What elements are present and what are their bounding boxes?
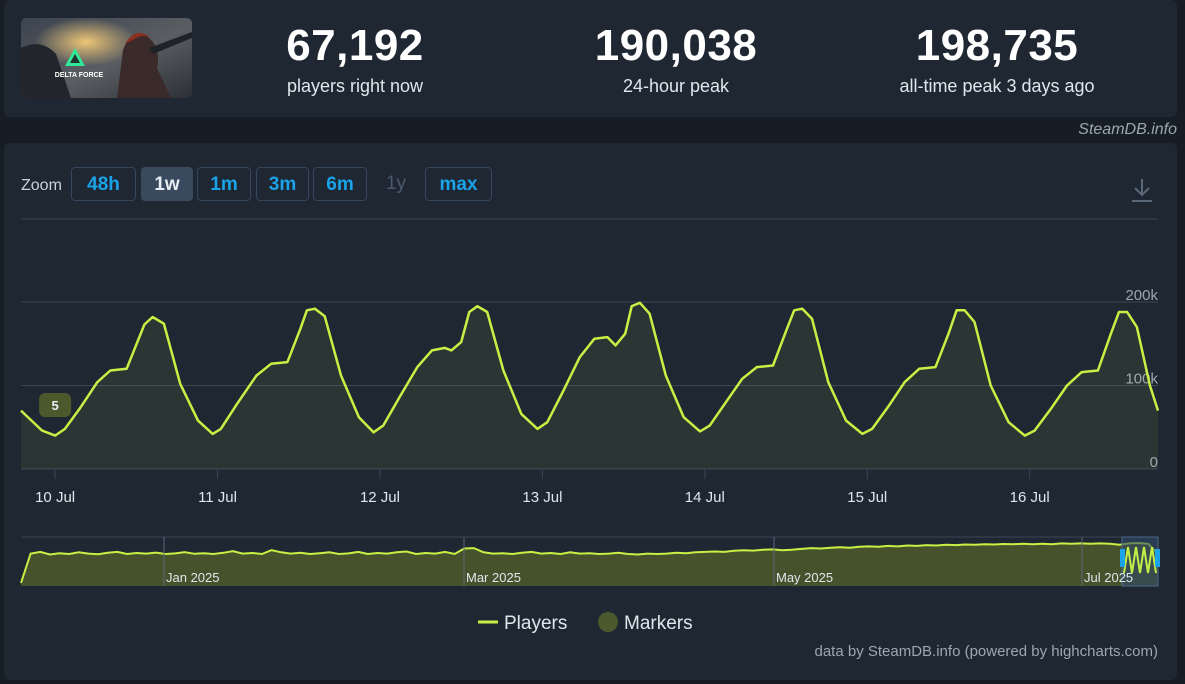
marker-label: 5: [51, 398, 58, 413]
current-players-label: players right now: [286, 76, 424, 96]
x-tick-label: 14 Jul: [685, 489, 725, 506]
all-time-peak-value: 198,735: [915, 21, 1079, 70]
legend-label-players: Players: [504, 613, 567, 634]
stats-panel: DELTA FORCE 67,192 players right now 190…: [4, 0, 1177, 117]
navigator-handle-right: [1155, 549, 1160, 567]
navigator-window: [1121, 536, 1159, 587]
zoom-1w-button[interactable]: 1w: [141, 167, 193, 201]
zoom-1m-button[interactable]: 1m: [197, 167, 251, 201]
navigator-label: Mar 2025: [466, 570, 521, 585]
x-tick-label: 11 Jul: [198, 489, 237, 506]
x-tick-label: 12 Jul: [360, 489, 400, 506]
zoom-1y-button: 1y: [385, 173, 407, 194]
zoom-48h-button[interactable]: 48h: [71, 167, 136, 201]
x-tick-label: 10 Jul: [35, 489, 75, 506]
chart-legend: Players Markers: [478, 612, 693, 634]
all-time-peak-stat: 198,735 all-time peak 3 days ago: [867, 20, 1127, 98]
delta-force-logo: DELTA FORCE: [55, 48, 104, 79]
navigator-line: [20, 541, 1159, 584]
y-tick-label: 200k: [1125, 287, 1158, 304]
current-players-stat: 67,192 players right now: [225, 20, 485, 98]
svg-text:DELTA FORCE: DELTA FORCE: [55, 72, 104, 79]
game-artwork-image: DELTA FORCE: [21, 18, 192, 98]
current-players-value: 67,192: [286, 21, 424, 70]
game-thumbnail[interactable]: DELTA FORCE: [21, 18, 192, 98]
navigator-label: May 2025: [776, 570, 833, 585]
x-tick-label: 15 Jul: [847, 489, 887, 506]
data-credit[interactable]: data by SteamDB.info (powered by highcha…: [814, 643, 1159, 660]
zoom-label: Zoom: [21, 177, 62, 194]
legend-item-markers[interactable]: Markers: [598, 612, 693, 634]
peak-24h-value: 190,038: [594, 21, 758, 70]
y-tick-label: 0: [1150, 454, 1158, 471]
zoom-max-button[interactable]: max: [425, 167, 492, 201]
steamdb-credit[interactable]: SteamDB.info: [1078, 121, 1177, 138]
download-icon[interactable]: [1131, 177, 1153, 203]
x-tick-label: 13 Jul: [522, 489, 562, 506]
series-line-players: [20, 301, 1160, 437]
x-tick-label: 16 Jul: [1010, 489, 1050, 506]
legend-item-players[interactable]: Players: [478, 613, 567, 634]
peak-24h-stat: 190,038 24-hour peak: [546, 20, 806, 98]
all-time-peak-label: all-time peak 3 days ago: [899, 76, 1095, 96]
zoom-3m-button[interactable]: 3m: [256, 167, 309, 201]
marker-flag: [39, 393, 72, 417]
legend-label-markers: Markers: [624, 613, 693, 634]
peak-24h-label: 24-hour peak: [622, 76, 730, 96]
navigator-label: Jan 2025: [166, 570, 220, 585]
navigator-label: Jul 2025: [1084, 570, 1133, 585]
navigator-window-line: [1123, 546, 1157, 574]
chart-panel: Zoom 48h 1w 1m 3m 6m 1y max 0 100k 200k 10 …: [4, 143, 1177, 680]
zoom-6m-button[interactable]: 6m: [313, 167, 367, 201]
navigator-handle-left: [1120, 549, 1125, 567]
